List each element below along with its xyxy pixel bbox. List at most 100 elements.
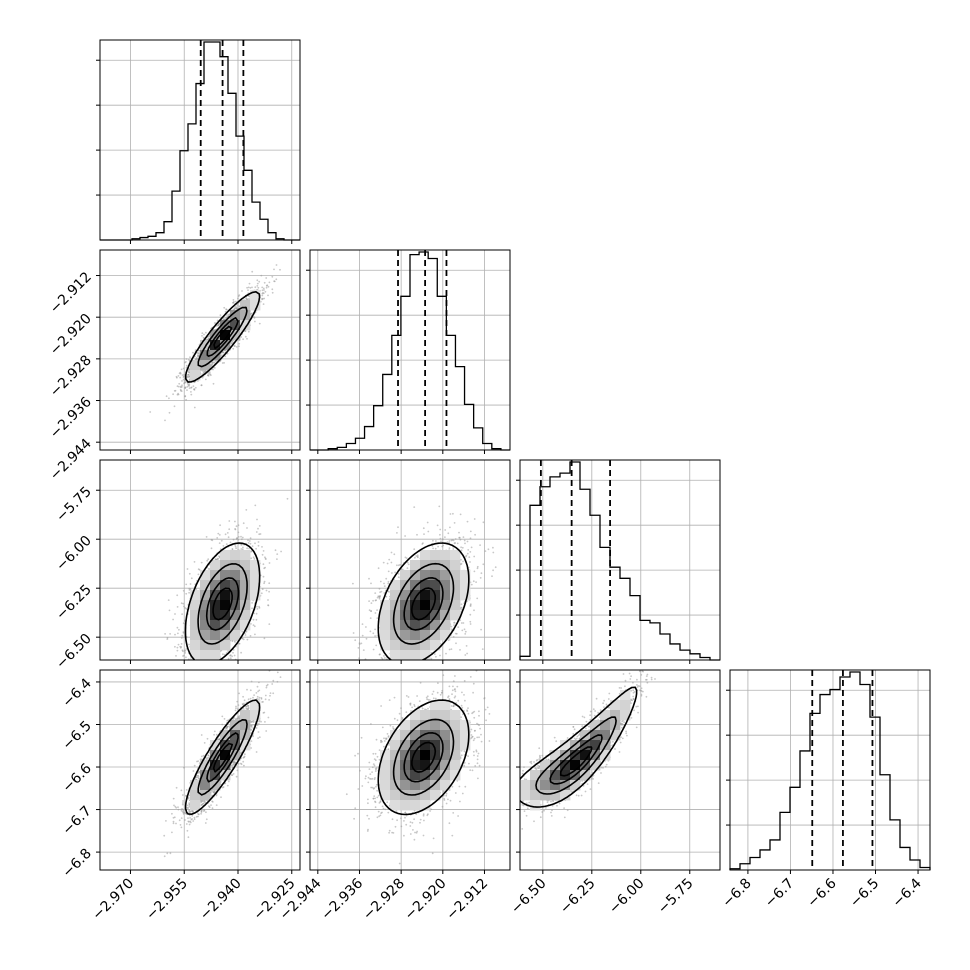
sample-point: [185, 398, 188, 401]
sample-point: [187, 376, 189, 379]
sample-point: [232, 299, 235, 301]
sample-point: [258, 605, 260, 608]
sample-point: [229, 657, 232, 660]
sample-point: [176, 649, 179, 652]
contour-line: [206, 317, 239, 357]
sample-point: [217, 532, 220, 535]
sample-point: [256, 608, 259, 610]
sample-point: [263, 580, 266, 583]
density-block: [230, 320, 241, 331]
sample-point: [242, 338, 245, 341]
sample-point: [267, 599, 269, 601]
density-block: [250, 570, 261, 581]
sample-point: [209, 374, 212, 377]
density-block: [200, 650, 211, 660]
sample-point: [439, 537, 442, 540]
density-block: [210, 580, 221, 591]
sample-point: [427, 530, 430, 533]
sample-point: [244, 634, 247, 636]
sample-point: [237, 531, 240, 534]
sample-point: [220, 539, 223, 542]
sample-point: [244, 330, 246, 332]
sample-point: [232, 649, 235, 651]
sample-point: [211, 361, 214, 364]
sample-point: [263, 582, 265, 585]
sample-point: [466, 540, 469, 543]
sample-point: [235, 346, 238, 348]
sample-point: [248, 547, 251, 550]
sample-point: [387, 570, 390, 573]
sample-point: [168, 609, 171, 612]
sample-point: [256, 285, 259, 287]
sample-point: [459, 513, 462, 516]
sample-point: [197, 380, 199, 382]
sample-point: [262, 303, 265, 305]
sample-point: [224, 355, 227, 358]
density-block: [240, 610, 251, 621]
density-block: [220, 550, 231, 561]
sample-point: [249, 537, 252, 540]
sample-point: [185, 381, 187, 383]
sample-point: [234, 545, 237, 548]
sample-point: [176, 626, 179, 629]
sample-point: [201, 376, 204, 379]
sample-point: [174, 633, 176, 636]
sample-point: [202, 371, 205, 373]
sample-point: [252, 624, 255, 626]
density-block: [230, 630, 241, 641]
sample-point: [268, 582, 271, 585]
sample-point: [226, 352, 229, 355]
sample-point: [232, 347, 235, 350]
sample-point: [174, 645, 176, 648]
sample-point: [460, 546, 462, 549]
sample-point: [245, 509, 248, 511]
sample-point: [250, 623, 252, 625]
sample-point: [242, 522, 245, 525]
histogram-panel-3: [516, 459, 721, 661]
sample-point: [226, 532, 229, 534]
sample-point: [184, 652, 187, 654]
sample-point: [472, 580, 475, 583]
sample-point: [164, 419, 166, 422]
density-block: [240, 550, 251, 561]
sample-point: [198, 568, 201, 571]
sample-point: [460, 603, 463, 606]
sample-point: [232, 538, 235, 541]
sample-point: [188, 589, 191, 591]
sample-point: [187, 373, 190, 376]
sample-point: [382, 561, 385, 564]
sample-point: [214, 360, 217, 362]
sample-point: [247, 289, 249, 291]
density-block: [210, 330, 221, 341]
sample-point: [181, 380, 183, 382]
sample-point: [224, 310, 227, 313]
sample-point: [182, 602, 185, 605]
sample-point: [244, 335, 247, 338]
sample-point: [235, 538, 238, 540]
sample-point: [183, 605, 185, 608]
density-block: [220, 560, 231, 571]
panel-frame: [309, 249, 511, 451]
density-block: [230, 600, 241, 611]
sample-point: [201, 335, 203, 337]
contour-line: [197, 563, 248, 645]
density-block: [230, 570, 241, 581]
x-tick-label: −6.5: [847, 876, 882, 911]
panel-frame: [99, 249, 301, 451]
sample-point: [224, 533, 227, 536]
sample-point: [255, 547, 257, 550]
panel-content: [310, 460, 510, 660]
sample-point: [253, 317, 256, 319]
sample-point: [261, 588, 264, 591]
sample-point: [252, 618, 255, 621]
y-tick-label: −2.944: [47, 436, 95, 484]
sample-point: [197, 355, 200, 357]
y-tick-label: −2.920: [47, 311, 95, 359]
sample-point: [271, 291, 274, 294]
sample-point: [222, 545, 225, 547]
sample-point: [229, 541, 232, 544]
sample-point: [182, 378, 185, 381]
sample-point: [182, 632, 185, 634]
sample-point: [194, 386, 197, 389]
